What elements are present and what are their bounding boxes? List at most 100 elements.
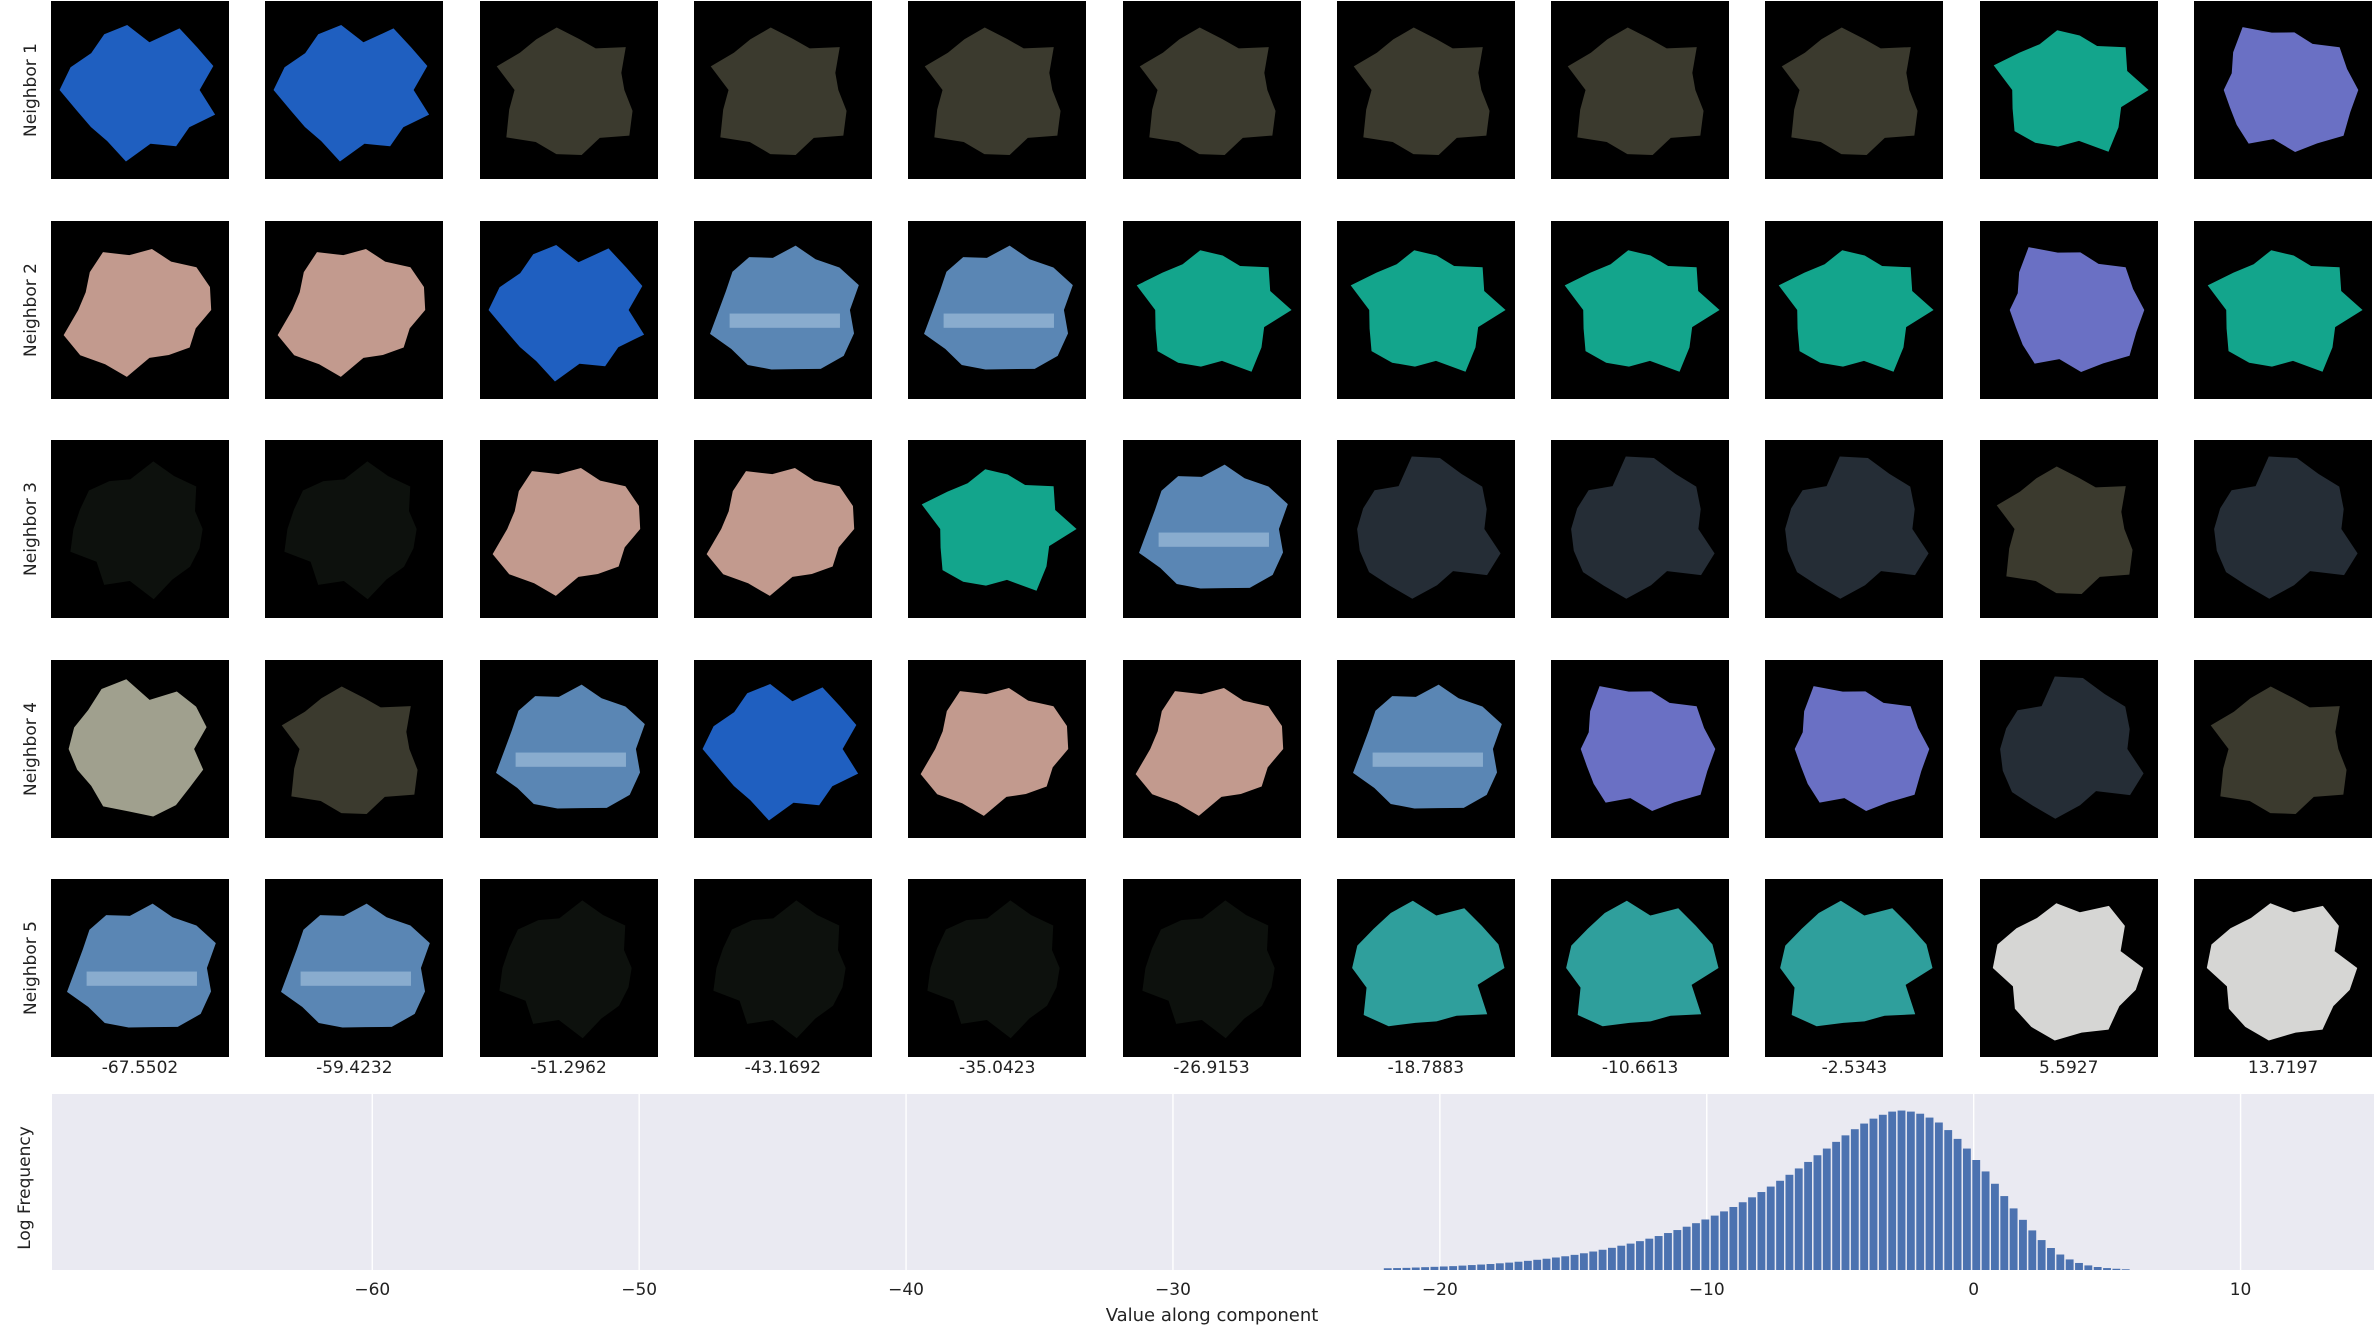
row-label-neighbor-4: Neighbor 4 — [21, 701, 41, 796]
histogram-bar — [1776, 1180, 1784, 1270]
neighbor-thumbnail — [2194, 440, 2372, 618]
histogram-bar — [1720, 1211, 1728, 1270]
striped-blob — [1352, 684, 1502, 808]
neighbor-thumbnail — [1336, 659, 1515, 838]
histogram-bar — [1757, 1192, 1766, 1270]
y-axis-label: Log Frequency — [15, 1126, 35, 1250]
x-tick-label: −60 — [354, 1280, 390, 1300]
striped-blob — [924, 245, 1074, 369]
histogram-bar — [1645, 1238, 1654, 1270]
neighbor-thumbnail — [51, 659, 229, 838]
teal-blob — [921, 469, 1077, 591]
histogram-bar — [2019, 1219, 2027, 1270]
neighbor-thumbnail — [1765, 220, 1944, 399]
histogram-bar — [1729, 1206, 1738, 1270]
x-axis-label: Value along component — [1105, 1305, 1319, 1326]
neighbor-thumbnail — [51, 220, 229, 399]
histogram-bar — [1486, 1264, 1495, 1270]
histogram-bar — [2028, 1230, 2037, 1270]
striped-blob — [709, 245, 859, 369]
histogram-bar — [1738, 1202, 1747, 1270]
neighbor-thumbnail — [908, 440, 1087, 618]
histogram-bar — [1962, 1148, 1971, 1270]
histogram-bar — [1523, 1260, 1532, 1270]
histogram-bar — [1402, 1267, 1411, 1270]
teal-blob — [2207, 249, 2363, 372]
faint-blob — [927, 900, 1060, 1039]
purple-blob — [1795, 685, 1930, 811]
white-blob — [2206, 903, 2358, 1041]
neighbor-thumbnail — [1765, 1, 1944, 179]
blob-highlight-band — [300, 971, 412, 986]
histogram-bar — [2075, 1262, 2083, 1270]
olive-blob — [2210, 686, 2347, 814]
blob-highlight-band — [943, 313, 1055, 328]
neighbor-thumbnail — [1551, 879, 1730, 1057]
histogram-bar — [1589, 1251, 1598, 1270]
histogram-bar — [2103, 1268, 2111, 1270]
x-tick-label: −40 — [888, 1280, 924, 1300]
histogram-bar — [1981, 1171, 1990, 1270]
teal-blob — [1564, 249, 1720, 372]
faint-blob — [70, 461, 203, 600]
neighbor-thumbnail — [1122, 1, 1301, 179]
neighbor-thumbnail — [1551, 659, 1730, 838]
neighbor-thumbnail — [693, 1, 872, 179]
histogram-bar — [1579, 1253, 1588, 1270]
neighbor-thumbnail — [693, 220, 872, 399]
histogram-bar — [1822, 1148, 1831, 1270]
histogram-bar — [1850, 1129, 1859, 1270]
neighbor-thumbnail — [265, 220, 444, 399]
histogram-bar — [1804, 1161, 1813, 1270]
histogram-bar — [1421, 1267, 1430, 1270]
histogram-bar — [1813, 1155, 1822, 1270]
x-tick-label: 0 — [1968, 1280, 1979, 1300]
teal-blob — [1136, 249, 1292, 372]
neighbor-thumbnail — [908, 659, 1087, 838]
histogram-bar — [1766, 1186, 1775, 1270]
column-value-label: -43.1692 — [744, 1058, 822, 1078]
neighbor-thumbnail — [1336, 879, 1515, 1057]
histogram-bar — [2084, 1265, 2093, 1270]
histogram-bar — [1916, 1113, 1925, 1270]
column-value-label: -18.7883 — [1387, 1058, 1465, 1078]
histogram-bar — [1869, 1118, 1878, 1270]
neighbor-thumbnail — [265, 879, 444, 1057]
histogram-bar — [1570, 1254, 1579, 1270]
neighbor-thumbnail — [1122, 659, 1301, 838]
neighbor-thumbnail — [51, 879, 229, 1057]
column-value-label: -35.0423 — [958, 1058, 1036, 1078]
histogram-bar — [2047, 1248, 2055, 1270]
histogram-bar — [1411, 1267, 1420, 1270]
histogram-bar — [1934, 1122, 1943, 1270]
neighbor-thumbnail — [1979, 220, 2158, 399]
histogram-bar — [1888, 1111, 1897, 1270]
neighbor-thumbnail — [51, 1, 229, 179]
histogram-bar — [1794, 1168, 1803, 1270]
histogram-bar — [1897, 1110, 1906, 1270]
neighbor-thumbnail — [693, 659, 872, 838]
neighbor-thumbnail — [1979, 879, 2158, 1057]
grey-blob — [68, 678, 207, 816]
neighbor-thumbnail — [1336, 440, 1515, 618]
histogram-bar — [1542, 1258, 1551, 1270]
histogram-bar — [2121, 1269, 2130, 1270]
neighbor-thumbnail — [1765, 879, 1944, 1057]
histogram-bar — [1505, 1262, 1514, 1270]
neighbor-thumbnail — [479, 1, 658, 179]
blob-highlight-band — [729, 313, 840, 328]
histogram-bar — [1654, 1236, 1663, 1270]
histogram-bar — [1617, 1245, 1626, 1270]
histogram-bar — [1692, 1223, 1700, 1270]
column-value-label: -2.5343 — [1821, 1058, 1888, 1078]
cyan-blob — [1780, 900, 1933, 1027]
blob-highlight-band — [86, 971, 197, 986]
dark-blob — [1356, 456, 1501, 599]
row-label-neighbor-1: Neighbor 1 — [21, 43, 41, 137]
neighbor-thumbnail — [1551, 1, 1730, 179]
neighbor-thumbnail — [265, 1, 444, 179]
neighbor-thumbnail — [908, 220, 1087, 399]
histogram-bar — [1991, 1183, 1999, 1270]
neighbor-thumbnail — [2194, 220, 2372, 399]
neighbor-thumbnail — [1551, 220, 1730, 399]
